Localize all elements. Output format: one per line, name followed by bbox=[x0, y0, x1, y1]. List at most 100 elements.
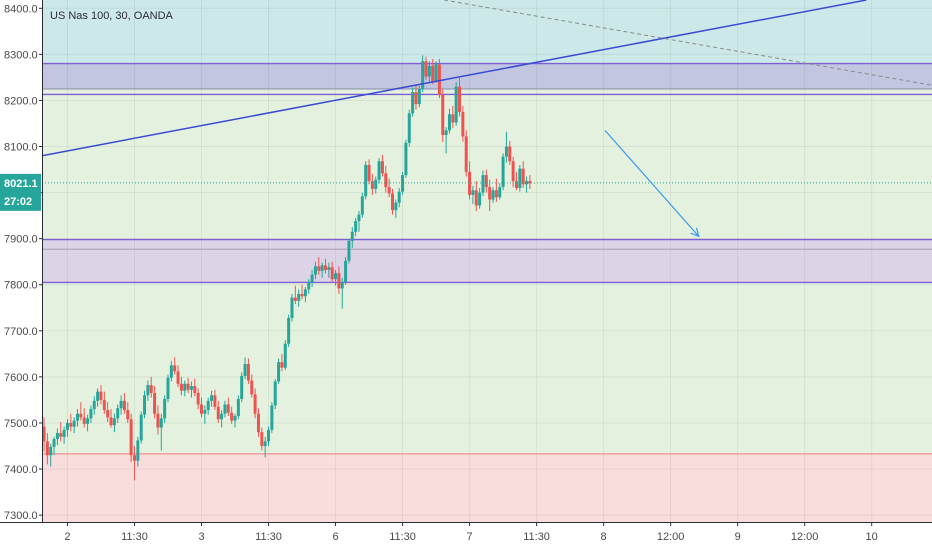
candle-body bbox=[313, 266, 317, 275]
candle bbox=[344, 257, 348, 285]
candle bbox=[518, 164, 522, 192]
candle bbox=[76, 409, 80, 427]
candle bbox=[223, 400, 227, 418]
candle bbox=[424, 56, 428, 80]
y-tick-label: 7500.0 bbox=[4, 418, 38, 430]
candle bbox=[454, 82, 458, 126]
candle-body bbox=[293, 297, 297, 301]
candle-body bbox=[189, 386, 193, 390]
candle-body bbox=[260, 432, 264, 446]
candle-body bbox=[437, 64, 441, 95]
candle-body bbox=[106, 410, 110, 418]
candle bbox=[270, 402, 274, 434]
candle-body bbox=[143, 395, 147, 415]
candle bbox=[45, 433, 49, 465]
candle-body bbox=[102, 399, 106, 411]
candle-body bbox=[337, 273, 341, 289]
candle-body bbox=[243, 363, 247, 376]
candle-body bbox=[122, 400, 126, 411]
candle bbox=[59, 422, 63, 442]
y-axis: 8400.08300.08200.08100.08000.07900.07800… bbox=[0, 0, 43, 550]
y-tick-label: 7800.0 bbox=[4, 280, 38, 292]
candle bbox=[243, 357, 247, 380]
candle-body bbox=[528, 181, 532, 184]
candle-body bbox=[136, 440, 140, 461]
candle-body bbox=[458, 86, 462, 112]
candle-body bbox=[250, 380, 254, 395]
candle bbox=[55, 428, 59, 446]
candle-body bbox=[213, 395, 217, 407]
candle-body bbox=[424, 61, 428, 77]
candle bbox=[290, 293, 294, 322]
candle bbox=[210, 390, 214, 407]
candle bbox=[280, 353, 284, 372]
candle-body bbox=[387, 187, 391, 194]
candle-body bbox=[216, 406, 220, 420]
candle bbox=[149, 376, 153, 398]
candle bbox=[92, 396, 96, 415]
candle bbox=[394, 199, 398, 218]
candle-body bbox=[45, 441, 49, 456]
candle-body bbox=[220, 413, 224, 420]
candle bbox=[370, 174, 374, 195]
candle-body bbox=[99, 391, 103, 400]
candle bbox=[96, 388, 100, 407]
candle bbox=[364, 161, 368, 200]
candle bbox=[139, 411, 143, 444]
candle bbox=[508, 140, 512, 165]
candle bbox=[112, 413, 116, 433]
candle-body bbox=[280, 362, 284, 368]
candle-body bbox=[494, 190, 498, 198]
candle bbox=[323, 258, 327, 274]
candle bbox=[347, 238, 351, 264]
candle bbox=[434, 61, 438, 83]
x-axis-bg bbox=[0, 522, 932, 550]
candle-body bbox=[377, 161, 381, 180]
x-axis: 2 11:30 3 11:30 6 11:30 7 11:30 8 12:00 9 12:00 10 bbox=[0, 522, 932, 550]
candle-body bbox=[444, 130, 448, 135]
candle bbox=[233, 413, 237, 428]
candle bbox=[401, 171, 405, 195]
candle bbox=[377, 158, 381, 184]
candle-body bbox=[414, 92, 418, 105]
candle bbox=[79, 402, 83, 421]
candle-body bbox=[501, 156, 505, 188]
candle-body bbox=[270, 405, 274, 430]
candle-body bbox=[330, 267, 334, 280]
candle bbox=[216, 400, 220, 423]
candle bbox=[334, 269, 338, 286]
candle bbox=[441, 88, 445, 142]
drawings-layer bbox=[41, 0, 932, 236]
candle bbox=[303, 287, 307, 303]
candle-body bbox=[179, 383, 183, 391]
candle bbox=[498, 183, 502, 200]
candle bbox=[461, 105, 465, 142]
candle-body bbox=[76, 413, 80, 421]
candle bbox=[481, 170, 485, 197]
x-tick-label: 11:30 bbox=[255, 531, 282, 543]
candle-body bbox=[350, 231, 354, 241]
candle bbox=[200, 397, 204, 418]
candle bbox=[236, 395, 240, 420]
candle bbox=[468, 161, 472, 200]
candle bbox=[494, 178, 498, 202]
candle-body bbox=[226, 404, 230, 413]
candle-body bbox=[149, 385, 153, 393]
candle-body bbox=[126, 410, 130, 420]
candle bbox=[263, 436, 267, 458]
x-tick-label: 10 bbox=[866, 531, 878, 543]
candle bbox=[273, 379, 277, 410]
candle-body bbox=[323, 265, 327, 270]
y-tick-label: 7400.0 bbox=[4, 464, 38, 476]
y-tick-label: 8300.0 bbox=[4, 49, 38, 61]
candle-body bbox=[491, 190, 495, 200]
candle bbox=[458, 78, 462, 117]
candle bbox=[374, 176, 378, 194]
candle-body bbox=[374, 179, 378, 189]
candle bbox=[297, 289, 301, 307]
candle-body bbox=[447, 114, 451, 131]
candle bbox=[350, 227, 354, 248]
price-badge-value: 8021.1 bbox=[4, 178, 38, 190]
candle-body bbox=[55, 433, 59, 440]
